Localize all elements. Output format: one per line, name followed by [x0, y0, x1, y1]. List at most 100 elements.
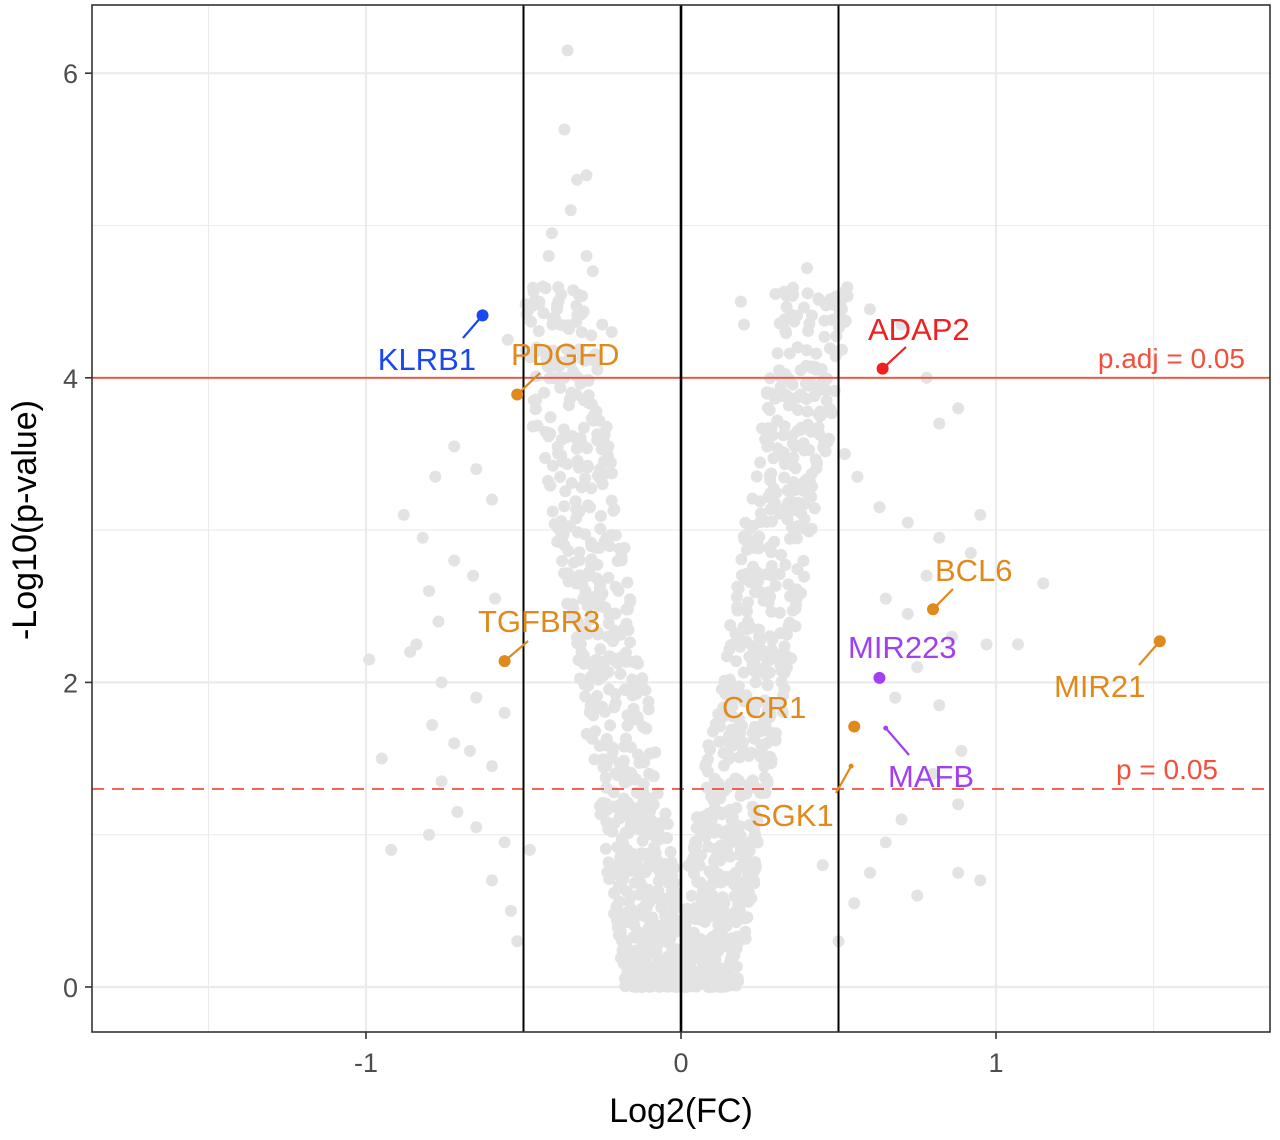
background-point — [838, 447, 851, 460]
background-point — [933, 417, 946, 430]
background-point — [664, 846, 677, 858]
background-point — [642, 703, 655, 716]
background-point — [467, 569, 480, 582]
background-point — [571, 637, 584, 650]
background-point — [603, 740, 616, 753]
background-point — [758, 694, 771, 707]
background-point — [717, 936, 730, 949]
background-point — [448, 737, 461, 750]
background-point — [800, 344, 813, 357]
background-point — [732, 774, 745, 787]
background-point — [611, 555, 624, 567]
background-point — [589, 725, 602, 738]
gene-point-mir21 — [1153, 635, 1166, 648]
background-point — [848, 897, 861, 910]
fold-change-lines — [522, 5, 840, 1032]
background-point — [549, 313, 562, 325]
background-point — [734, 829, 747, 842]
background-point — [734, 640, 747, 653]
background-point — [945, 630, 958, 643]
background-point — [522, 304, 535, 316]
background-point — [584, 700, 597, 713]
background-point — [625, 811, 638, 824]
background-point — [607, 635, 619, 648]
background-point — [375, 752, 388, 765]
background-point — [611, 841, 624, 853]
background-point — [964, 546, 977, 559]
background-point — [627, 702, 640, 715]
background-point — [584, 613, 597, 626]
background-point — [557, 423, 570, 436]
background-point — [599, 842, 612, 855]
background-point — [588, 753, 601, 766]
background-point — [605, 326, 618, 339]
background-point — [602, 571, 615, 584]
background-point — [529, 403, 542, 416]
background-point — [435, 775, 448, 788]
background-point — [750, 470, 763, 483]
background-point — [577, 421, 590, 434]
gene-leader-mafb — [884, 727, 910, 756]
background-point — [562, 323, 575, 335]
background-point — [901, 516, 914, 529]
background-point — [561, 458, 574, 470]
background-point — [580, 249, 593, 262]
background-point — [749, 666, 762, 679]
background-point — [728, 932, 741, 945]
axis-ticks: -1 0 1 0 2 4 6 — [63, 59, 1004, 1078]
background-point — [687, 851, 700, 864]
highlighted-genes: KLRB1 PDGFD ADAP2 TGFBR3 BCL6 MIR223 MIR21 CCR1… — [378, 309, 1166, 833]
background-point — [771, 347, 784, 360]
background-point — [728, 723, 740, 736]
background-point — [561, 44, 574, 57]
background-point — [773, 568, 786, 581]
background-point — [679, 912, 692, 925]
background-point — [560, 342, 573, 355]
background-point — [706, 889, 719, 902]
background-point — [769, 727, 782, 740]
background-point — [778, 458, 791, 471]
gene-point-pdgfd — [511, 388, 524, 401]
background-point — [617, 754, 630, 767]
background-point — [879, 836, 892, 849]
background-point — [575, 481, 588, 494]
background-point — [757, 645, 770, 658]
background-point — [765, 560, 778, 572]
background-point — [551, 301, 564, 313]
background-point — [630, 802, 643, 815]
background-point — [725, 943, 738, 956]
background-point — [581, 442, 593, 455]
background-point — [570, 370, 583, 383]
background-point — [643, 747, 656, 760]
background-point — [644, 805, 656, 818]
background-point — [933, 699, 946, 712]
background-point — [778, 420, 791, 433]
background-point — [753, 635, 766, 648]
background-point — [544, 411, 557, 424]
background-point — [731, 580, 744, 593]
background-point — [879, 592, 892, 605]
background-point — [716, 914, 729, 927]
background-point — [654, 919, 667, 932]
background-point — [585, 540, 598, 553]
background-point — [801, 262, 813, 275]
background-point — [769, 579, 782, 592]
background-point — [780, 507, 793, 520]
background-point — [805, 378, 818, 391]
background-point — [712, 777, 725, 790]
x-tick-label: 1 — [988, 1048, 1003, 1078]
background-point — [659, 807, 672, 820]
background-point — [779, 558, 792, 571]
background-point — [786, 378, 799, 391]
background-point — [604, 456, 617, 469]
background-point — [687, 842, 700, 855]
background-point — [621, 719, 634, 732]
background-point — [564, 204, 577, 217]
background-point — [470, 691, 483, 704]
background-point — [783, 616, 796, 629]
background-point — [624, 636, 637, 649]
background-point — [559, 485, 572, 498]
background-point — [585, 329, 598, 342]
gene-point-ccr1 — [848, 720, 861, 733]
